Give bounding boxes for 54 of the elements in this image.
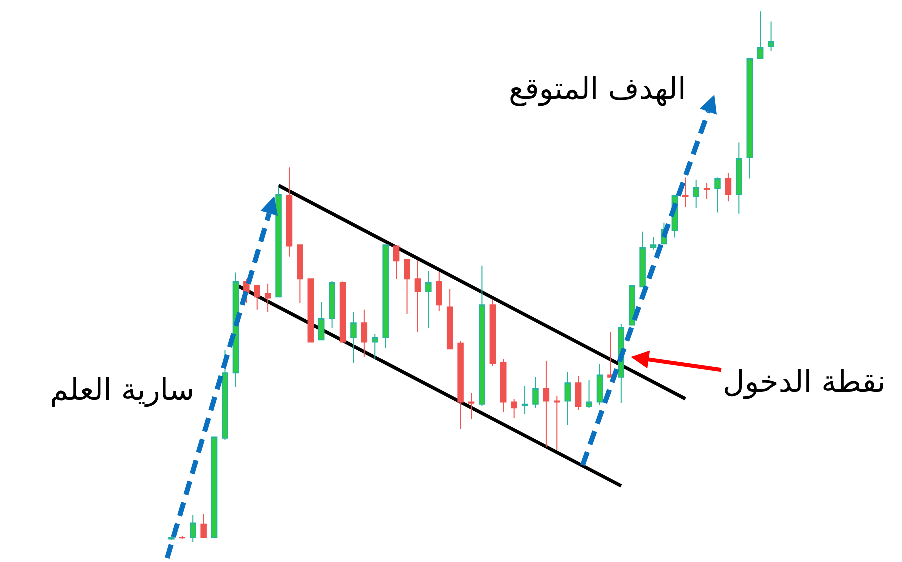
candlestick — [693, 179, 700, 208]
annotation: سارية العلم — [50, 373, 195, 408]
candlestick — [522, 386, 528, 414]
candlestick — [168, 536, 175, 541]
candlestick — [308, 278, 314, 343]
candlestick — [458, 340, 464, 430]
candlestick — [532, 376, 539, 409]
candlestick — [575, 376, 582, 411]
candlestick — [628, 286, 636, 326]
candlestick — [768, 21, 774, 52]
candlestick — [350, 312, 357, 364]
candlestick — [340, 281, 346, 343]
candlestick — [746, 58, 753, 180]
candlestick — [211, 436, 218, 538]
candlestick — [479, 265, 486, 406]
candlestick — [714, 177, 721, 214]
annotation: الهدف المتوقع — [509, 72, 686, 107]
candlestick — [318, 301, 325, 341]
candlestick — [361, 309, 368, 358]
candlestick — [297, 244, 304, 304]
candlestick — [276, 186, 282, 298]
candlestick — [372, 334, 378, 360]
candlestick — [500, 358, 507, 413]
candlestick — [682, 177, 689, 208]
candlestick — [329, 280, 336, 328]
candlestick — [650, 236, 657, 250]
annotation: نقطة الدخول — [723, 365, 886, 400]
candlestick — [596, 364, 604, 406]
candlestick — [426, 270, 432, 328]
candlestick — [511, 398, 518, 419]
candlestick — [640, 231, 646, 288]
candlestick — [704, 182, 710, 200]
candlestick — [190, 514, 196, 543]
candlestick — [468, 392, 475, 420]
candlestick — [490, 299, 496, 367]
candlestick — [436, 272, 442, 312]
candlestick — [414, 260, 422, 333]
candlestick — [264, 283, 272, 313]
candlestick — [404, 260, 410, 315]
candlestick — [608, 332, 614, 378]
candlestick — [736, 142, 742, 214]
candlestick — [725, 172, 732, 202]
candlestick — [757, 11, 764, 60]
candlestick — [554, 396, 560, 451]
candlestick — [200, 514, 207, 538]
candlestick — [586, 379, 592, 409]
candlestick — [254, 284, 260, 310]
candlestick — [393, 246, 400, 280]
candlestick — [446, 288, 454, 350]
candlestick — [382, 244, 389, 349]
candlestick — [222, 350, 228, 441]
candlestick — [543, 360, 550, 448]
candlestick — [286, 167, 293, 258]
candlestick — [564, 372, 571, 426]
